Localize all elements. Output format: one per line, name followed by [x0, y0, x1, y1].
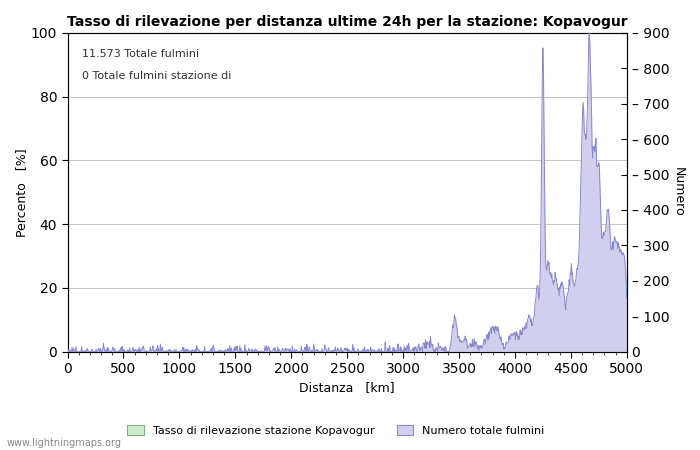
Text: 11.573 Totale fulmini: 11.573 Totale fulmini [81, 49, 199, 59]
Text: www.lightningmaps.org: www.lightningmaps.org [7, 438, 122, 448]
X-axis label: Distanza   [km]: Distanza [km] [300, 382, 395, 395]
Y-axis label: Numero: Numero [672, 167, 685, 217]
Legend: Tasso di rilevazione stazione Kopavogur, Numero totale fulmini: Tasso di rilevazione stazione Kopavogur,… [123, 420, 549, 440]
Text: 0 Totale fulmini stazione di: 0 Totale fulmini stazione di [81, 71, 231, 81]
Title: Tasso di rilevazione per distanza ultime 24h per la stazione: Kopavogur: Tasso di rilevazione per distanza ultime… [66, 15, 627, 29]
Y-axis label: Percento   [%]: Percento [%] [15, 148, 28, 237]
